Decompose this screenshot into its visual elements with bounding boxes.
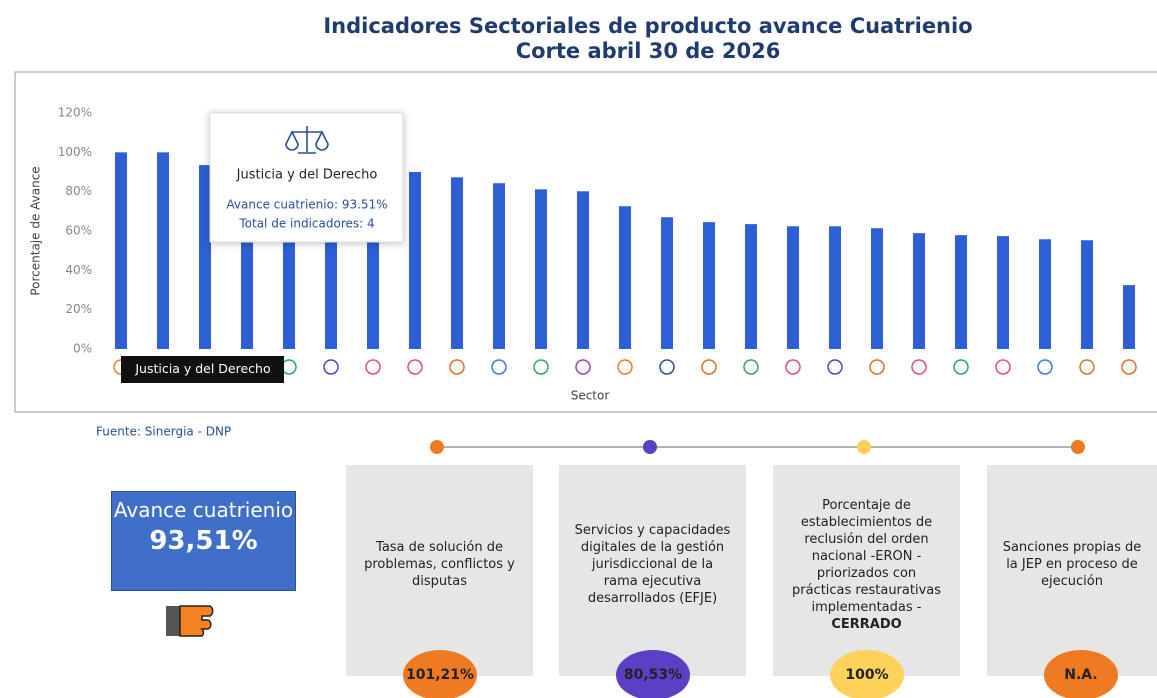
summary-value: 93,51% xyxy=(149,526,258,556)
source: Fuente: Sinergia - DNP xyxy=(96,425,231,439)
bar xyxy=(703,222,715,349)
sector-icon xyxy=(911,359,927,375)
x-axis-label: Sector xyxy=(571,389,610,403)
sector-icon xyxy=(785,359,801,375)
bar xyxy=(661,217,673,349)
tooltip-icon xyxy=(285,126,329,154)
chart-frame xyxy=(14,71,1157,413)
sector-icon xyxy=(365,359,381,375)
timeline-dot xyxy=(430,440,444,454)
sector-icon xyxy=(701,359,717,375)
summary-box: Avance cuatrienio 93,51% xyxy=(111,491,296,591)
y-tick-label: 0% xyxy=(73,342,92,356)
bar xyxy=(997,236,1009,349)
card-badge: 80,53% xyxy=(616,650,690,698)
y-tick-label: 60% xyxy=(65,224,92,238)
bar xyxy=(115,152,127,349)
card-description: Sanciones propias de la JEP en proceso d… xyxy=(1002,540,1142,589)
card-text: Servicios y capacidades digitales de la … xyxy=(573,522,732,607)
y-axis-label: Porcentaje de Avance xyxy=(29,166,43,295)
tooltip-title: Justicia y del Derecho xyxy=(236,168,378,183)
bar xyxy=(913,233,925,349)
y-tick-label: 80% xyxy=(65,184,92,198)
timeline-dot xyxy=(1071,440,1085,454)
bar xyxy=(1123,285,1135,349)
bar xyxy=(409,172,421,349)
sector-icon xyxy=(491,359,507,375)
bar xyxy=(871,228,883,349)
bar xyxy=(1081,240,1093,349)
bar xyxy=(451,177,463,349)
bar xyxy=(157,152,169,349)
category-label-bg xyxy=(121,356,284,383)
timeline-dot xyxy=(643,440,657,454)
card-text: Sanciones propias de la JEP en proceso d… xyxy=(1001,539,1143,590)
sector-icon xyxy=(995,359,1011,375)
card: Tasa de solución de problemas, conflicto… xyxy=(346,465,533,676)
bar xyxy=(1039,239,1051,349)
card-status: CERRADO xyxy=(831,616,902,632)
tooltip-count: Total de indicadores: 4 xyxy=(238,217,374,231)
y-tick-label: 40% xyxy=(65,263,92,277)
card-description: Servicios y capacidades digitales de la … xyxy=(574,523,731,606)
sector-icon xyxy=(1037,359,1053,375)
sector-icon xyxy=(1079,359,1095,375)
bar xyxy=(745,224,757,349)
bar xyxy=(829,226,841,349)
tooltip-value: Avance cuatrienio: 93.51% xyxy=(226,198,387,212)
timeline-dot xyxy=(857,440,871,454)
bar xyxy=(493,183,505,349)
bar xyxy=(535,189,547,349)
bar xyxy=(199,165,211,349)
y-tick-label: 100% xyxy=(58,145,92,159)
card-badge: 101,21% xyxy=(403,650,477,698)
sector-icon xyxy=(743,359,759,375)
category-label: Justicia y del Derecho xyxy=(134,361,270,376)
pointer-icon xyxy=(166,605,214,637)
bar xyxy=(577,191,589,349)
sector-icon xyxy=(827,359,843,375)
chart-subtitle: Corte abril 30 de 2026 xyxy=(516,39,781,63)
card-text: Tasa de solución de problemas, conflicto… xyxy=(360,539,519,590)
card: Porcentaje de establecimientos de reclus… xyxy=(773,465,960,676)
card-text: Porcentaje de establecimientos de reclus… xyxy=(787,497,946,633)
sector-icon xyxy=(575,359,591,375)
sector-icon xyxy=(1121,359,1137,375)
sector-icon xyxy=(323,359,339,375)
sector-icon xyxy=(407,359,423,375)
sector-icon xyxy=(533,359,549,375)
card: Sanciones propias de la JEP en proceso d… xyxy=(987,465,1157,676)
sector-icon xyxy=(449,359,465,375)
bar xyxy=(619,206,631,349)
y-tick-label: 120% xyxy=(58,106,92,120)
chart-title: Indicadores Sectoriales de producto avan… xyxy=(323,14,972,38)
card-badge: 100% xyxy=(830,650,904,698)
y-tick-label: 20% xyxy=(65,302,92,316)
card-badge: N.A. xyxy=(1044,650,1118,698)
bar xyxy=(787,226,799,349)
sector-icon xyxy=(659,359,675,375)
sector-icon xyxy=(869,359,885,375)
summary-label: Avance cuatrienio xyxy=(113,498,294,522)
sector-icon xyxy=(953,359,969,375)
sector-icon xyxy=(617,359,633,375)
bar xyxy=(955,235,967,349)
card-description: Porcentaje de establecimientos de reclus… xyxy=(791,497,942,615)
card-description: Tasa de solución de problemas, conflicto… xyxy=(364,540,515,589)
card: Servicios y capacidades digitales de la … xyxy=(559,465,746,676)
sector-icon xyxy=(281,359,297,375)
